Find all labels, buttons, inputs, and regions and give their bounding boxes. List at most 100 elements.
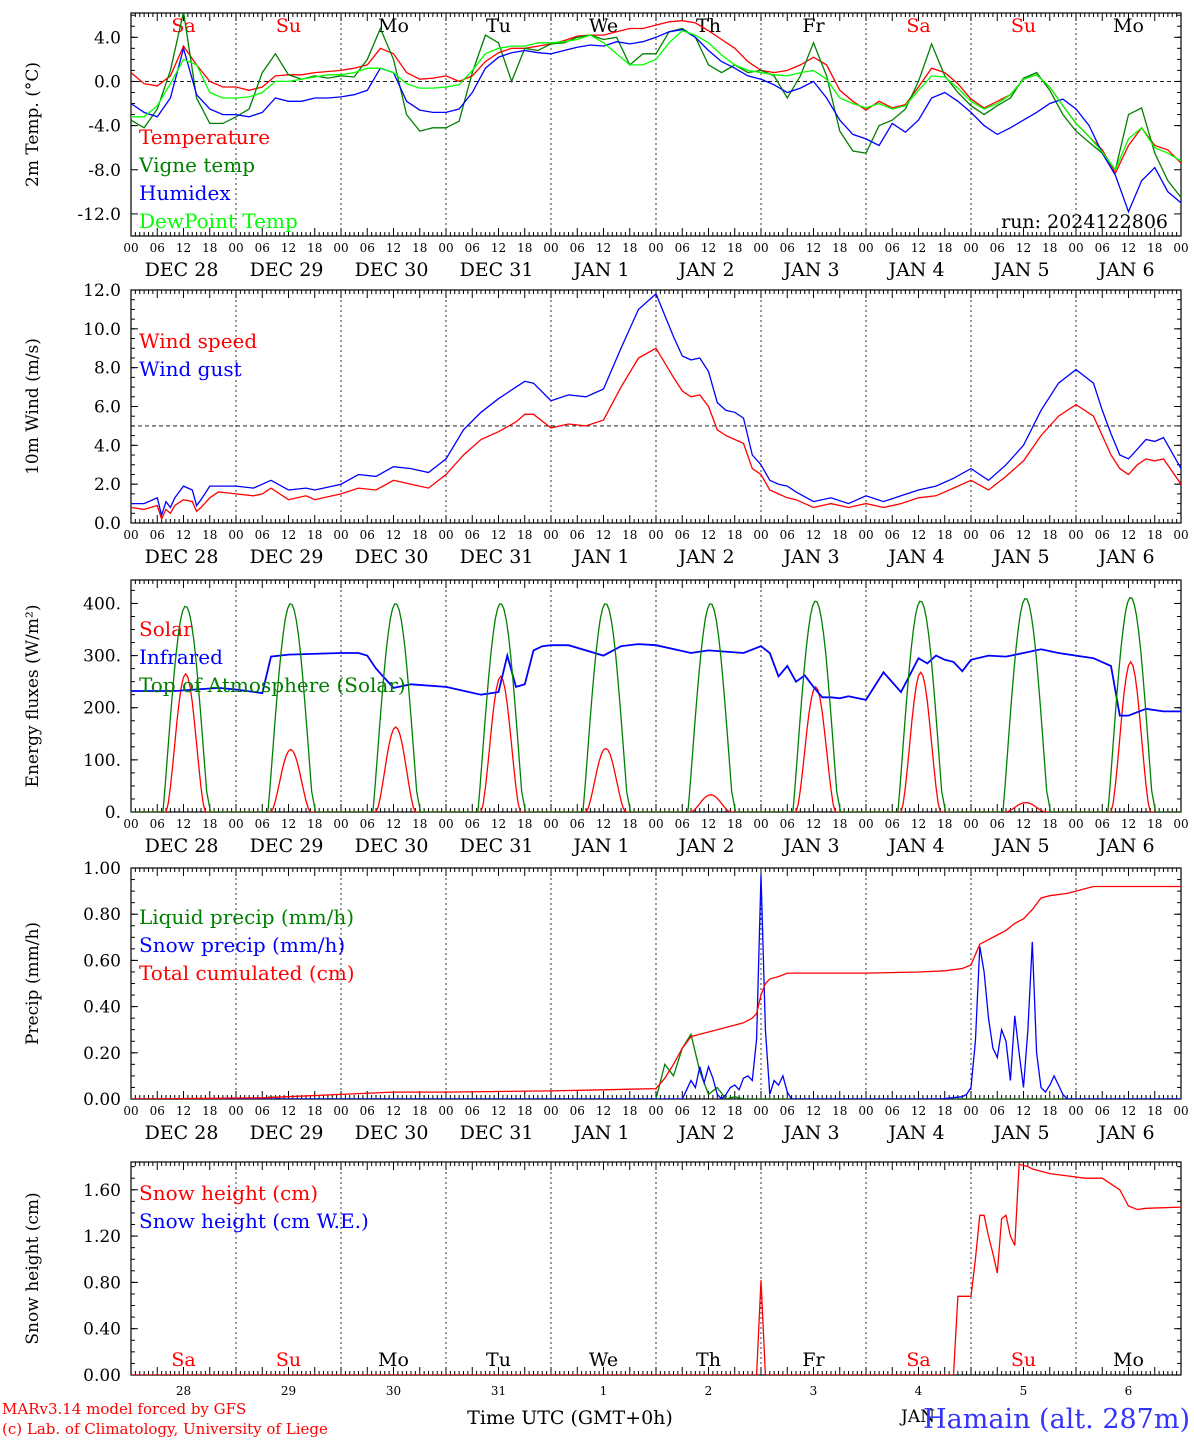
x-hour-label: 00 <box>1173 817 1188 831</box>
x-hour-label: 06 <box>150 1104 165 1118</box>
x-hour-label: 18 <box>727 528 742 542</box>
snow-height-panel: 0.00 0.40 0.80 1.20 1.60 Snow height (cm) Sa Su… <box>23 1161 1182 1398</box>
x-date-label: DEC 28 <box>145 1122 219 1144</box>
x-hour-label: 06 <box>885 1104 900 1118</box>
y-tick-label: 0.40 <box>83 998 121 1018</box>
x-date-label: JAN 1 <box>571 546 629 568</box>
weekday-label: Th <box>696 15 721 37</box>
x-hour-label: 06 <box>1095 1104 1110 1118</box>
x-date-label: DEC 30 <box>355 835 429 857</box>
wind-panel: 0.0 2.0 4.0 6.0 8.0 10.0 12.0 10m Wind (m/s) 00 0… <box>23 281 1189 568</box>
x-hour-label: 12 <box>806 241 821 255</box>
x-date-label: JAN 5 <box>991 835 1049 857</box>
legend-entry: Wind speed <box>139 329 257 353</box>
x-hour-label: 00 <box>123 1104 138 1118</box>
x-hour-label: 06 <box>150 817 165 831</box>
x-date-label: JAN 2 <box>676 1122 734 1144</box>
x-hour-label: 18 <box>1147 817 1162 831</box>
run-label: run: 2024122806 <box>1001 211 1168 233</box>
y-tick-label: 2.0 <box>94 475 121 495</box>
x-hour-label: 18 <box>202 528 217 542</box>
x-hour-label: 12 <box>806 1104 821 1118</box>
x-hour-label: 00 <box>963 817 978 831</box>
x-hour-label: 06 <box>780 1104 795 1118</box>
x-hour-label: 06 <box>255 528 270 542</box>
x-hour-label: 06 <box>1095 528 1110 542</box>
x-hour-label: 06 <box>885 528 900 542</box>
x-hour-label: 00 <box>333 241 348 255</box>
x-hour-label: 00 <box>228 1104 243 1118</box>
x-hour-label: 00 <box>648 241 663 255</box>
x-hour-label: 18 <box>202 817 217 831</box>
series-line-infrared <box>131 643 1181 717</box>
x-hour-label: 06 <box>780 528 795 542</box>
x-hour-label: 18 <box>622 528 637 542</box>
day-number-label: 30 <box>386 1384 401 1398</box>
x-hour-label: 00 <box>438 241 453 255</box>
legend-entry: Snow height (cm) <box>139 1181 318 1205</box>
x-hour-label: 06 <box>675 528 690 542</box>
weekday-label: Mo <box>1113 15 1144 37</box>
x-hour-label: 00 <box>123 241 138 255</box>
x-hour-label: 18 <box>727 241 742 255</box>
x-hour-label: 18 <box>1147 241 1162 255</box>
legend-entry: Snow precip (mm/h) <box>139 933 345 957</box>
x-hour-label: 06 <box>465 241 480 255</box>
x-hour-label: 12 <box>1121 528 1136 542</box>
y-tick-label: 8.0 <box>94 359 121 379</box>
weekday-label: Mo <box>378 15 409 37</box>
x-hour-label: 12 <box>911 817 926 831</box>
x-hour-label: 00 <box>543 1104 558 1118</box>
x-date-label: DEC 28 <box>145 546 219 568</box>
legend-entry: Temperature <box>139 125 270 149</box>
x-hour-label: 18 <box>412 1104 427 1118</box>
x-hour-label: 18 <box>832 528 847 542</box>
x-hour-label: 00 <box>543 241 558 255</box>
x-hour-label: 00 <box>753 1104 768 1118</box>
x-date-label: DEC 31 <box>460 835 534 857</box>
x-date-label: JAN 3 <box>781 1122 839 1144</box>
y-axis-label: Energy fluxes (W/m²) <box>23 605 43 788</box>
x-hour-label: 00 <box>543 528 558 542</box>
x-hour-label: 06 <box>570 817 585 831</box>
series-line-top-of-atmosphere-solar- <box>131 596 1181 812</box>
y-tick-label: 0.80 <box>83 1273 121 1293</box>
y-tick-label: 0.0 <box>94 514 121 534</box>
y-tick-label: 1.20 <box>83 1227 121 1247</box>
x-date-label: JAN 6 <box>1096 1122 1154 1144</box>
y-tick-label: 0. <box>105 803 121 823</box>
x-hour-label: 06 <box>360 817 375 831</box>
x-hour-label: 12 <box>911 1104 926 1118</box>
x-hour-label: 12 <box>386 528 401 542</box>
lab-credit: (c) Lab. of Climatology, University of L… <box>2 1420 328 1438</box>
y-tick-label: 100. <box>83 751 121 771</box>
x-hour-label: 12 <box>701 241 716 255</box>
x-hour-label: 12 <box>176 528 191 542</box>
x-hour-label: 18 <box>622 1104 637 1118</box>
x-hour-label: 12 <box>176 817 191 831</box>
x-hour-label: 06 <box>360 1104 375 1118</box>
x-date-label: JAN 1 <box>571 259 629 281</box>
x-hour-label: 00 <box>858 528 873 542</box>
y-tick-label: 200. <box>83 699 121 719</box>
y-tick-label: 4.0 <box>94 436 121 456</box>
day-number-label: 28 <box>176 1384 191 1398</box>
x-hour-label: 12 <box>281 1104 296 1118</box>
x-date-label: DEC 29 <box>250 1122 324 1144</box>
x-hour-label: 06 <box>675 817 690 831</box>
x-date-label: DEC 29 <box>250 546 324 568</box>
x-hour-label: 18 <box>937 241 952 255</box>
x-date-label: JAN 5 <box>991 259 1049 281</box>
x-hour-label: 18 <box>307 1104 322 1118</box>
x-hour-label: 06 <box>570 1104 585 1118</box>
x-hour-label: 00 <box>123 528 138 542</box>
x-hour-label: 00 <box>1068 241 1083 255</box>
x-hour-label: 06 <box>255 1104 270 1118</box>
legend-entry: Vigne temp <box>138 153 255 177</box>
series-line-total-cumulated-cm- <box>131 885 1181 1099</box>
x-hour-label: 00 <box>228 241 243 255</box>
x-hour-label: 18 <box>832 817 847 831</box>
x-hour-label: 06 <box>990 817 1005 831</box>
x-hour-label: 18 <box>517 817 532 831</box>
x-hour-label: 18 <box>1042 1104 1057 1118</box>
